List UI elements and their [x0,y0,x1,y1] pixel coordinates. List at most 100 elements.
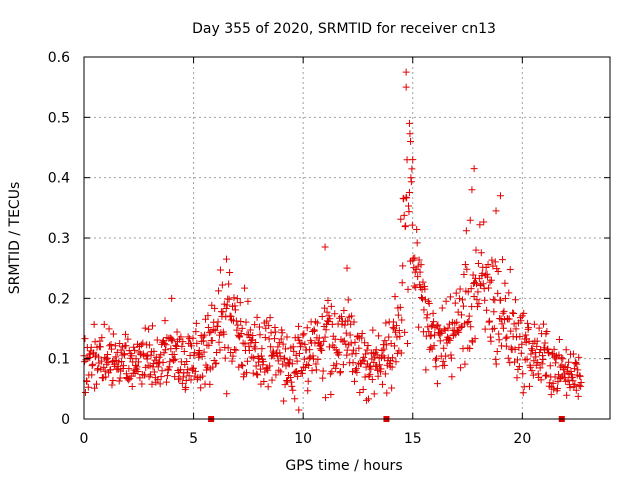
data-point [335,348,343,356]
data-point [514,366,522,374]
data-point [359,386,367,394]
data-point [327,391,335,399]
data-point [121,351,129,359]
data-point [484,273,492,281]
data-point [190,349,198,357]
data-point [427,343,435,351]
data-point [125,365,133,373]
data-point [519,389,527,397]
data-point [117,346,125,354]
data-point [572,359,580,367]
data-point [432,356,439,364]
data-point [271,328,279,336]
data-point [363,346,371,354]
data-point [160,337,168,345]
data-point [102,373,110,381]
data-point [241,284,249,292]
data-point [480,285,488,293]
data-point [260,378,268,386]
data-point [109,376,117,384]
data-point [404,339,412,347]
data-point [471,279,479,287]
data-point [515,363,523,371]
data-point [308,367,316,375]
data-point [388,363,396,371]
data-point [228,316,236,324]
data-point [325,343,333,351]
data-point [538,360,546,368]
data-point [410,282,418,290]
data-point [378,380,386,388]
data-point [258,345,266,353]
data-point [390,318,398,326]
data-point [462,227,470,235]
data-point [564,364,572,372]
data-point [94,365,102,373]
data-point [442,297,450,305]
data-point [182,377,190,385]
data-point [192,319,200,327]
data-point [107,366,115,374]
data-point [396,303,404,311]
data-point [545,349,553,357]
data-point [267,343,275,351]
data-point [224,344,232,352]
data-point [211,327,219,335]
data-point [499,324,507,332]
data-point [506,265,514,273]
data-point [276,352,284,360]
data-point [265,322,273,330]
data-point [222,305,230,313]
data-point [425,328,433,336]
data-point [147,371,155,379]
data-point [424,323,432,331]
data-point [366,370,374,378]
data-point [198,353,206,361]
data-point [343,264,351,272]
data-point [391,328,399,336]
data-point [216,346,224,354]
data-point [368,375,376,383]
data-point [529,371,537,379]
data-point [238,324,246,332]
data-point [571,380,579,388]
data-point [146,341,154,349]
data-point [497,315,505,323]
data-point [374,372,382,380]
data-point [405,189,413,197]
data-point [332,364,340,372]
data-point [244,297,252,305]
data-point [501,279,509,287]
data-point [363,396,371,404]
data-point [524,319,532,327]
data-point [383,389,391,397]
data-point [299,331,307,339]
data-point [339,361,347,369]
data-point [319,374,327,382]
data-point [323,308,331,316]
data-point [246,326,254,334]
data-point [501,295,509,303]
data-point [391,342,399,350]
data-point [530,320,538,328]
data-point [487,337,495,345]
data-point [391,293,399,301]
data-point [133,363,141,371]
data-point [392,322,400,330]
data-point [220,300,228,308]
data-point [277,368,285,376]
data-point [200,337,208,345]
data-point [266,314,274,322]
data-point [104,350,112,358]
data-point [573,360,581,368]
data-point [499,309,507,317]
data-point [184,333,192,341]
data-point [398,316,406,324]
data-point [222,255,230,263]
data-point [378,346,386,354]
data-point [251,345,259,353]
data-point [427,332,435,340]
data-point [223,301,231,309]
data-point [202,315,210,323]
x-tick-label: 5 [189,431,198,447]
